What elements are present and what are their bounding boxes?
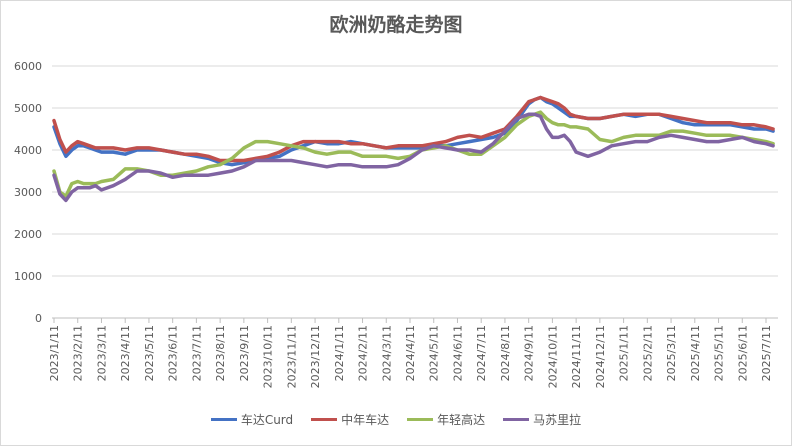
- x-tick-label: 2025/1/11: [618, 325, 631, 381]
- x-tick-label: 2024/1/11: [333, 325, 346, 381]
- legend-swatch: [210, 418, 237, 421]
- x-tick-label: 2024/8/11: [499, 325, 512, 381]
- legend-label: 中年车达: [341, 413, 390, 427]
- x-tick-label: 2025/5/11: [713, 325, 726, 381]
- x-tick-label: 2024/9/11: [523, 325, 536, 381]
- y-tick-label: 2000: [14, 228, 42, 241]
- x-tick-label: 2025/4/11: [689, 325, 702, 381]
- x-tick-label: 2024/6/11: [451, 325, 464, 381]
- x-tick-label: 2023/1/11: [48, 325, 61, 381]
- x-tick-label: 2025/3/11: [665, 325, 678, 381]
- y-axis-tick-labels: 0 1000 2000 3000 4000 5000 6000: [14, 60, 42, 325]
- legend-label: 年轻高达: [437, 413, 486, 427]
- legend-item-1: 中年车达: [311, 411, 389, 428]
- x-tick-label: 2023/7/11: [190, 325, 203, 381]
- legend-label: 马苏里拉: [533, 413, 582, 427]
- x-tick-label: 2023/2/11: [72, 325, 85, 381]
- legend-item-2: 年轻高达: [407, 411, 485, 428]
- x-tick-label: 2023/10/11: [262, 325, 275, 388]
- x-tick-label: 2023/5/11: [143, 325, 156, 381]
- x-tick-label: 2023/8/11: [214, 325, 227, 381]
- y-tick-label: 1000: [14, 270, 42, 283]
- x-tick-label: 2023/3/11: [95, 325, 108, 381]
- x-tick-label: 2024/12/11: [594, 325, 607, 388]
- legend-swatch: [311, 418, 338, 421]
- y-tick-label: 0: [35, 312, 42, 325]
- gridlines: [52, 65, 778, 319]
- series-line-1: [52, 95, 775, 163]
- y-tick-label: 4000: [14, 144, 42, 157]
- x-tick-label: 2023/4/11: [119, 325, 132, 381]
- series-line-3: [52, 112, 775, 203]
- y-tick-label: 3000: [14, 186, 42, 199]
- x-tick-label: 2025/6/11: [736, 325, 749, 381]
- legend-swatch: [407, 418, 434, 421]
- x-tick-label: 2023/9/11: [238, 325, 251, 381]
- x-tick-label: 2024/7/11: [475, 325, 488, 381]
- series-lines: [52, 95, 775, 203]
- x-tick-label: 2024/10/11: [546, 325, 559, 388]
- x-tick-label: 2025/2/11: [641, 325, 654, 381]
- legend: 车达Curd 中年车达 年轻高达 马苏里拉: [0, 411, 792, 428]
- x-tick-label: 2023/6/11: [167, 325, 180, 381]
- x-tick-label: 2025/7/11: [760, 325, 773, 381]
- legend-swatch: [503, 418, 530, 421]
- x-tick-label: 2023/12/11: [309, 325, 322, 388]
- legend-label: 车达Curd: [240, 413, 294, 427]
- legend-item-3: 马苏里拉: [503, 411, 581, 428]
- x-axis: 2023/1/11 2023/2/11 2023/3/11 2023/4/11 2023…: [48, 318, 773, 388]
- legend-item-0: 车达Curd: [210, 411, 294, 428]
- x-tick-label: 2023/11/11: [285, 325, 298, 388]
- x-tick-label: 2024/5/11: [428, 325, 441, 381]
- x-tick-label: 2024/2/11: [357, 325, 370, 381]
- y-tick-label: 6000: [14, 60, 42, 73]
- x-tick-label: 2024/3/11: [380, 325, 393, 381]
- y-tick-label: 5000: [14, 102, 42, 115]
- chart-title: 欧洲奶酪走势图: [329, 14, 463, 36]
- x-tick-label: 2024/11/11: [570, 325, 583, 388]
- x-tick-label: 2024/4/11: [404, 325, 417, 381]
